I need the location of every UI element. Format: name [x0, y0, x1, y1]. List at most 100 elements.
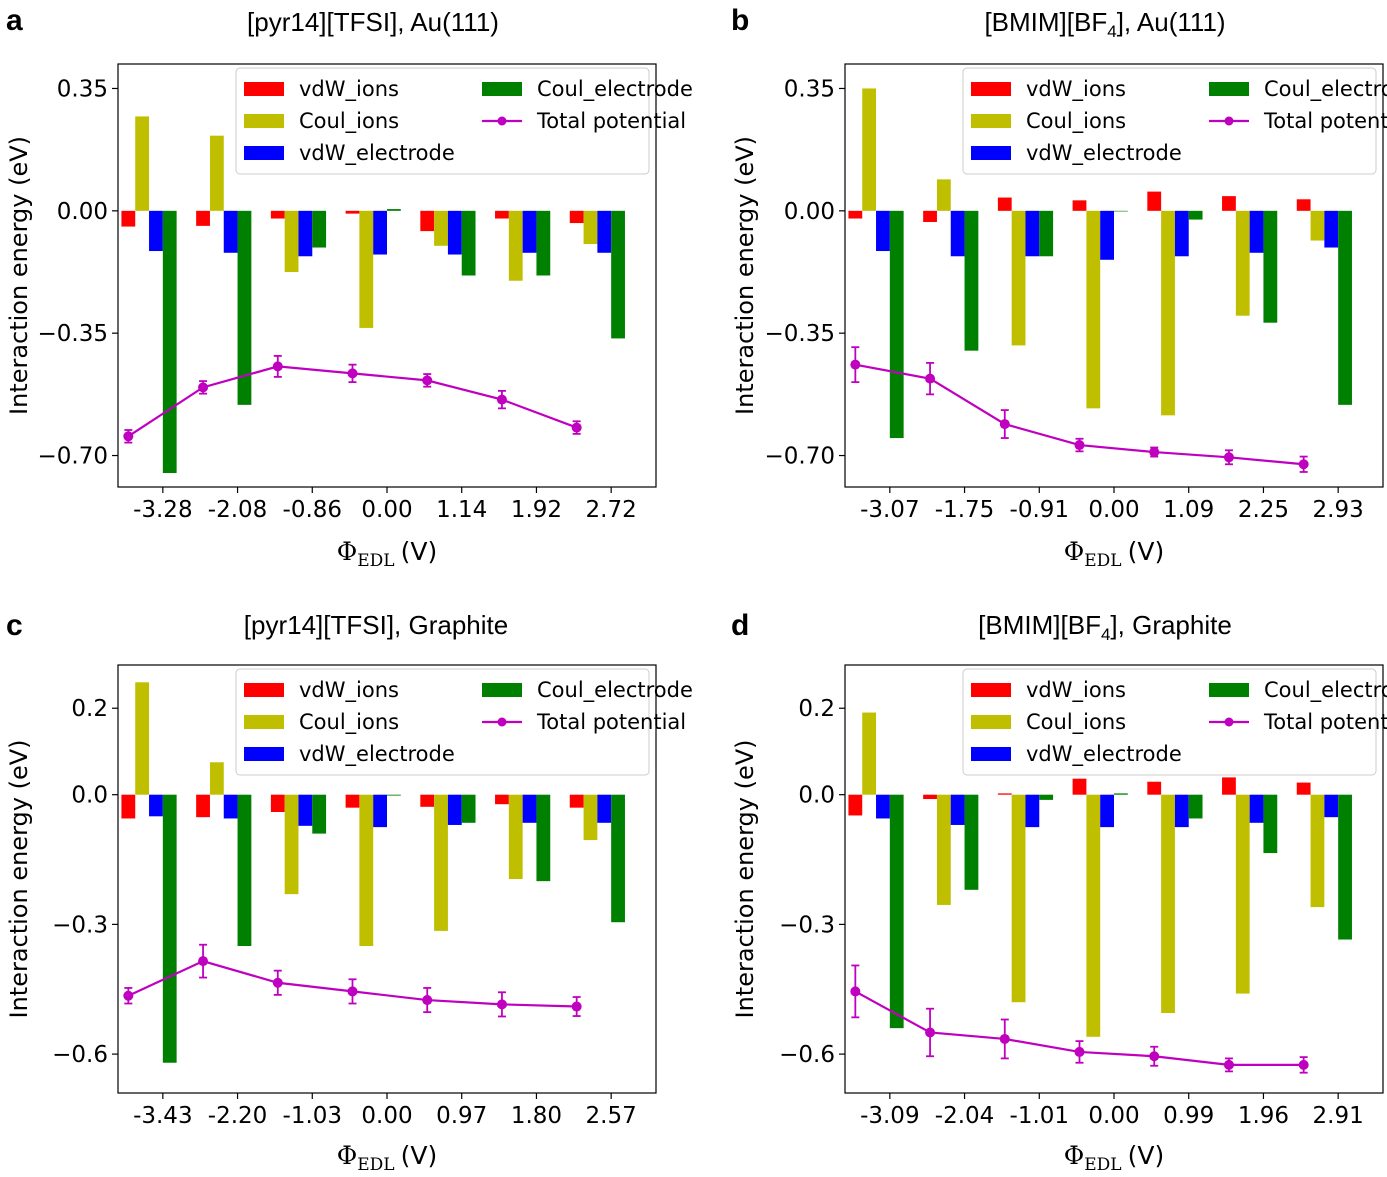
legend-handle-marker [1224, 116, 1234, 126]
legend-label: vdW_ions [299, 678, 399, 703]
bar-vdw-electrode [597, 210, 612, 253]
legend-box [962, 668, 1377, 776]
bar-vdw-ions [196, 210, 210, 226]
bar-vdw-electrode [298, 794, 313, 826]
x-axis-label-subscript: EDL [1084, 551, 1121, 571]
total-potential-point [1223, 1059, 1234, 1070]
bar-vdw-electrode [1324, 210, 1339, 248]
y-axis-label: Interaction energy (eV) [731, 136, 759, 415]
bar-coul-electrode [1188, 794, 1203, 819]
y-tick-label: 0.35 [784, 76, 835, 102]
bar-vdw-electrode [876, 210, 890, 252]
legend-label: vdW_electrode [299, 141, 455, 166]
bar-coul-ions [284, 210, 299, 273]
bar-coul-ions [135, 682, 150, 795]
x-axis-label-subscript: EDL [357, 551, 394, 571]
panel-c: c [pyr14][TFSI], Graphite 0.2 0.0 −0.3 −0.6 -3… [5, 609, 693, 1175]
bar-vdw-ions [923, 210, 937, 223]
y-tick-label: −0.3 [779, 912, 835, 938]
bar-coul-electrode [1114, 793, 1128, 795]
total-potential-point [123, 990, 134, 1001]
bar-vdw-ions [495, 210, 509, 219]
legend-handle-coul-electrode [1209, 82, 1249, 96]
x-tick-label: 1.80 [511, 1103, 562, 1129]
bar-vdw-ions [848, 210, 863, 219]
x-tick-label: -0.91 [1010, 497, 1070, 523]
bar-vdw-electrode [1100, 794, 1114, 828]
bar-vdw-electrode [223, 794, 238, 819]
bar-vdw-electrode [950, 794, 965, 825]
total-potential-point [272, 977, 283, 988]
bar-vdw-electrode [1174, 794, 1189, 828]
x-tick-label: -1.01 [1010, 1103, 1070, 1129]
total-potential-point [347, 368, 358, 379]
y-tick-label: 0.0 [71, 783, 108, 809]
x-tick-label: -3.43 [133, 1103, 193, 1129]
total-potential-point [925, 1027, 936, 1038]
bar-vdw-electrode [1100, 210, 1114, 260]
panel-a: a [pyr14][TFSI], Au(111) 0.35 0.00 −0.35 −0.7… [5, 4, 693, 571]
bar-vdw-electrode [876, 794, 890, 819]
legend-label: Total potential [1263, 710, 1387, 734]
bar-vdw-electrode [1249, 794, 1264, 823]
bar-coul-electrode [1263, 210, 1278, 323]
bar-coul-electrode [237, 794, 252, 947]
bar-vdw-ions [420, 210, 435, 232]
bar-vdw-ions [569, 210, 584, 224]
x-tick-label: -3.09 [860, 1103, 920, 1129]
y-tick-label: −0.6 [52, 1042, 108, 1068]
x-axis-label-symbol: Φ [337, 1141, 358, 1170]
x-tick-label: -2.08 [208, 497, 268, 523]
legend-handle-coul-ions [971, 715, 1011, 729]
bar-coul-electrode [889, 210, 904, 439]
title-part: ], Au(111) [1117, 7, 1226, 37]
y-tick-label: −0.70 [38, 444, 108, 470]
bar-coul-ions [862, 88, 877, 211]
total-potential-point [850, 986, 861, 997]
total-potential-point [999, 419, 1010, 430]
bar-coul-electrode [387, 209, 401, 211]
x-axis-label-symbol: Φ [1064, 1141, 1085, 1170]
legend-label: Coul_electrode [537, 678, 693, 703]
y-tick-label: 0.0 [798, 783, 835, 809]
bar-coul-electrode [964, 210, 979, 351]
legend-label: vdW_electrode [1026, 141, 1182, 166]
bar-coul-ions [434, 210, 448, 246]
bar-coul-electrode [536, 210, 551, 276]
x-tick-label: 2.91 [1313, 1103, 1364, 1129]
x-axis-label-subscript: EDL [1084, 1155, 1121, 1172]
bar-coul-ions [1310, 794, 1325, 908]
total-potential-point [347, 986, 358, 997]
bar-coul-electrode [237, 210, 252, 405]
y-axis-label: Interaction energy (eV) [5, 136, 33, 415]
x-tick-label: 1.09 [1163, 497, 1214, 523]
legend-handle-coul-electrode [482, 82, 522, 96]
panel-letter: d [731, 609, 749, 642]
panel-b: b [BMIM][BF4], Au(111) 0.35 0.00 −0.35 −0.70 -… [731, 4, 1387, 571]
bar-coul-electrode [1114, 210, 1128, 212]
legend-handle-coul-electrode [482, 683, 522, 697]
x-axis-label-unit: (V) [1128, 537, 1165, 566]
legend-handle-vdw-electrode [971, 747, 1011, 761]
title-part: [pyr14][TFSI], Au(111) [247, 7, 499, 37]
bar-coul-electrode [312, 794, 327, 834]
bar-vdw-ions [345, 210, 360, 214]
x-tick-label: 0.00 [1088, 1103, 1139, 1129]
y-tick-label: 0.2 [71, 696, 108, 722]
total-potential-point [1074, 440, 1085, 451]
x-axis-label-unit: (V) [1128, 1141, 1165, 1170]
bar-vdw-ions [345, 794, 360, 808]
bar-vdw-electrode [522, 794, 537, 823]
legend-handle-coul-ions [971, 114, 1011, 128]
legend-label: Coul_ions [1026, 710, 1126, 735]
chart-title: [BMIM][BF4], Graphite [978, 610, 1232, 644]
bar-vdw-electrode [1249, 210, 1264, 253]
total-potential-point [198, 382, 209, 393]
x-tick-label: -0.86 [283, 497, 343, 523]
bar-coul-ions [135, 116, 150, 211]
legend-handle-vdw-ions [971, 82, 1011, 96]
bar-vdw-electrode [447, 794, 462, 825]
bar-vdw-electrode [298, 210, 313, 257]
x-axis-label-symbol: Φ [337, 537, 358, 566]
bar-coul-ions [1011, 210, 1026, 346]
